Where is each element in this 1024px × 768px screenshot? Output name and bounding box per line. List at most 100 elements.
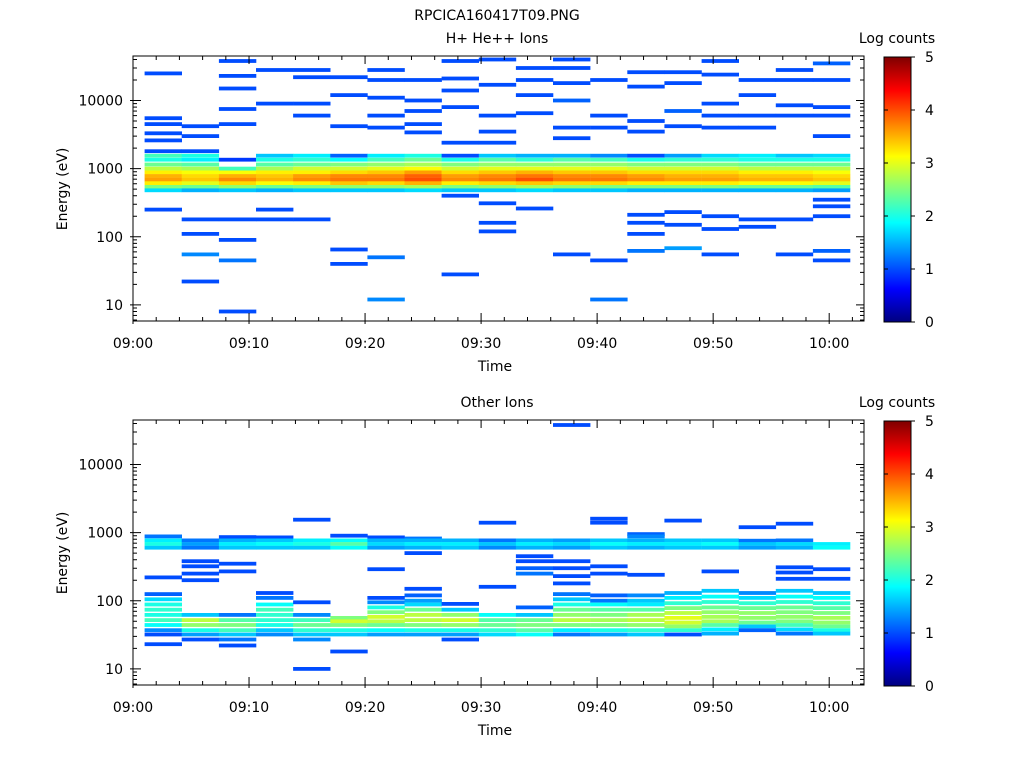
heatmap-cell (701, 59, 739, 63)
heatmap-cell (775, 594, 814, 599)
heatmap-cell (553, 613, 591, 617)
heatmap-cell (738, 174, 777, 178)
heatmap-cell (664, 542, 702, 546)
heatmap-cell (701, 170, 739, 175)
heatmap-cell (775, 177, 814, 182)
heatmap-cell (293, 68, 331, 72)
heatmap-cell (256, 217, 294, 222)
heatmap-cell (553, 607, 591, 612)
heatmap-cell (218, 613, 257, 617)
heatmap-cell (590, 623, 628, 627)
heatmap-cell (701, 594, 739, 599)
heatmap-cell (590, 564, 628, 569)
heatmap-cell (553, 618, 591, 622)
heatmap-cell (181, 623, 220, 627)
heatmap-cell (738, 616, 777, 620)
heatmap-cell (330, 170, 368, 175)
x-tick-label: 09:30 (461, 336, 501, 352)
heatmap-cell (775, 631, 814, 636)
heatmap-cell (330, 628, 368, 633)
heatmap-cell (775, 605, 814, 610)
heatmap-cell (256, 177, 294, 182)
heatmap-cell (144, 162, 182, 167)
heatmap-cell (812, 567, 851, 572)
heatmap-cell (144, 116, 182, 121)
heatmap-cell (738, 525, 777, 530)
heatmap-cell (553, 188, 591, 193)
heatmap-cell (627, 170, 665, 175)
heatmap-cell (367, 567, 405, 572)
heatmap-cell (701, 615, 739, 619)
heatmap-cell (367, 157, 405, 162)
heatmap-cell (664, 596, 702, 600)
heatmap-cell (553, 252, 591, 257)
x-tick-label: 09:50 (693, 700, 733, 716)
heatmap-cell (701, 619, 739, 624)
heatmap-cell (553, 632, 591, 637)
heatmap-cell (367, 177, 405, 182)
heatmap-cell (330, 619, 368, 624)
heatmap-cell (293, 538, 331, 543)
heatmap-cell (478, 613, 517, 617)
heatmap-cell (590, 542, 628, 546)
x-tick-label: 09:10 (229, 336, 269, 352)
heatmap-cell (181, 542, 220, 546)
heatmap-cell (775, 103, 814, 108)
heatmap-cell (144, 607, 182, 612)
heatmap-cell (664, 624, 702, 629)
heatmap-cell (701, 72, 739, 77)
heatmap-cell (330, 181, 368, 186)
heatmap-cells (144, 423, 851, 671)
heatmap-cell (181, 188, 220, 193)
axes: 09:00 09:10 09:20 09:30 09:40 09:50 10:00 10 100… (78, 56, 864, 352)
heatmap-cell (367, 596, 405, 600)
heatmap-cell (590, 628, 628, 633)
heatmap-cell (701, 153, 739, 158)
heatmap-cell (256, 101, 294, 106)
heatmap-cell (478, 545, 517, 550)
heatmap-cell (218, 561, 257, 566)
heatmap-cell (181, 217, 220, 222)
heatmap-cell (330, 262, 368, 266)
heatmap-cell (404, 162, 442, 167)
heatmap-cell (738, 153, 777, 158)
heatmap-cell (701, 227, 739, 231)
heatmap-cell (664, 620, 702, 625)
heatmap-cell (404, 623, 442, 627)
heatmap-cell (218, 122, 257, 126)
heatmap-cell (701, 252, 739, 257)
heatmap-cell (664, 70, 702, 75)
heatmap-cell (367, 628, 405, 633)
heatmap-cell (553, 81, 591, 85)
heatmap-cell (256, 535, 294, 540)
heatmap-cell (218, 166, 257, 171)
heatmap-cell (330, 649, 368, 654)
heatmap-cell (701, 542, 739, 546)
heatmap-cell (330, 623, 368, 627)
heatmap-cell (367, 181, 405, 186)
heatmap-cell (293, 637, 331, 642)
x-tick-label: 09:30 (461, 700, 501, 716)
heatmap-cell (218, 542, 257, 546)
heatmap-cell (515, 613, 554, 617)
heatmap-cell (812, 153, 851, 158)
heatmap-cell (738, 538, 777, 543)
heatmap-cell (812, 166, 851, 171)
heatmap-cell (812, 576, 851, 581)
heatmap-cell (404, 598, 442, 603)
heatmap-cell (404, 607, 442, 612)
heatmap-cell (590, 166, 628, 171)
heatmap-cell (515, 174, 554, 178)
heatmap-cell (218, 238, 257, 242)
heatmap-cell (701, 188, 739, 193)
heatmap-cell (441, 59, 479, 63)
heatmap-cell (330, 75, 368, 80)
heatmap-cell (181, 571, 220, 576)
heatmap-cell (441, 185, 479, 189)
heatmap-cell (553, 181, 591, 186)
heatmap-cell (478, 162, 517, 167)
heatmap-cell (144, 188, 182, 193)
heatmap-cell (775, 157, 814, 162)
heatmap-cell (478, 113, 517, 118)
heatmap-cell (478, 618, 517, 622)
